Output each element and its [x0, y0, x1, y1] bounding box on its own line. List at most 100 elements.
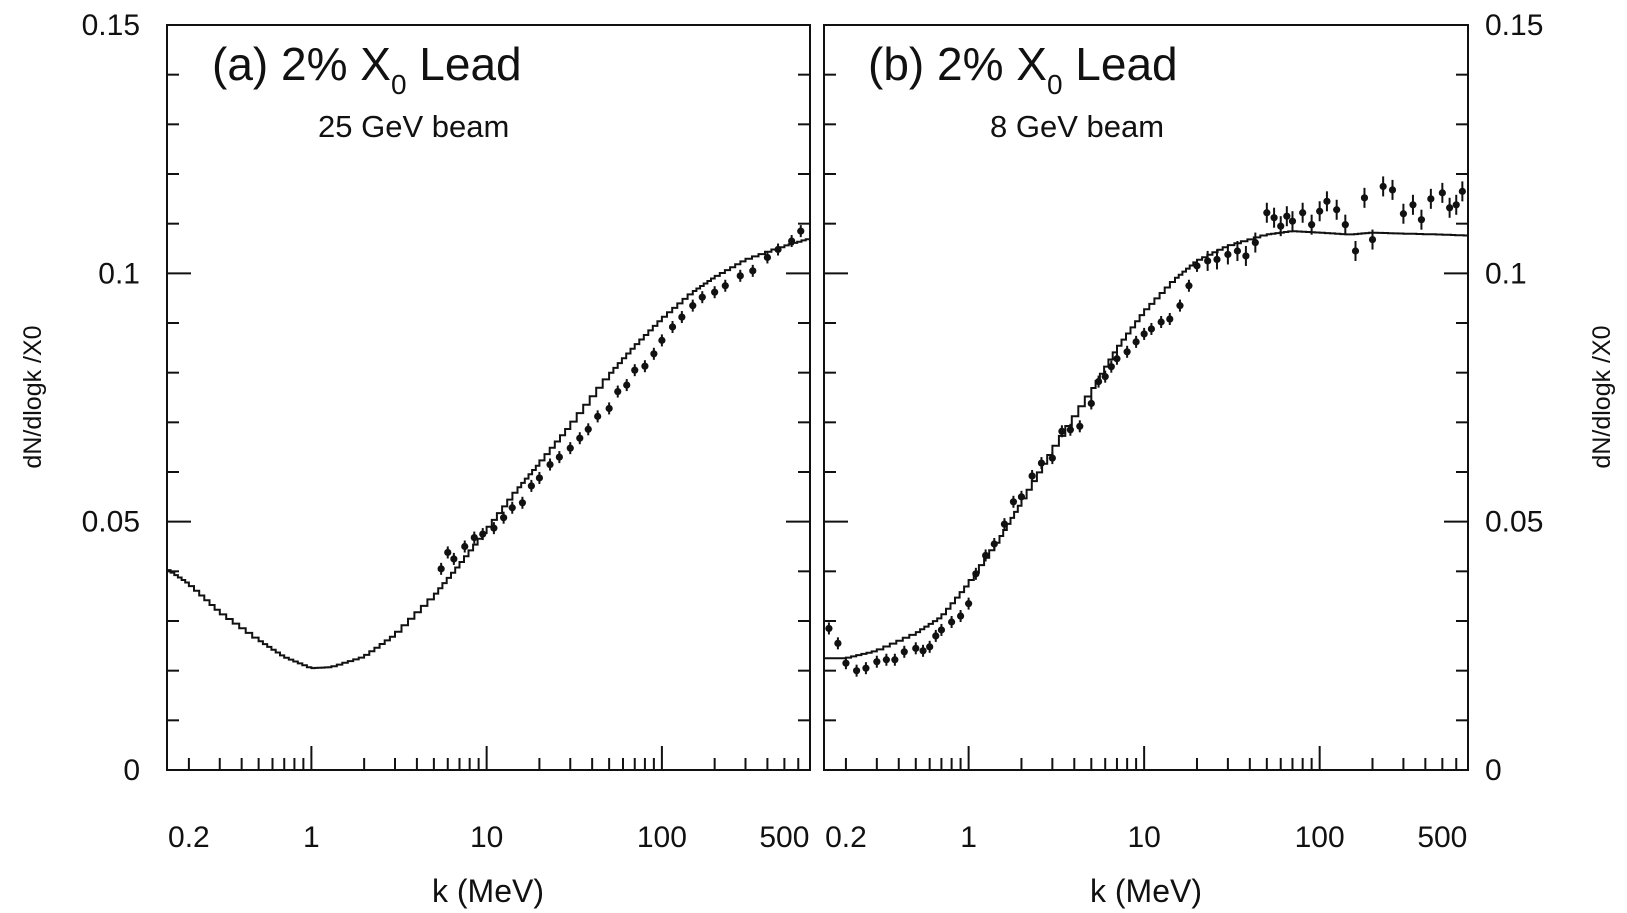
- data-marker: [623, 381, 631, 389]
- data-point: [689, 299, 697, 312]
- x-tick-label: 0.2: [825, 821, 867, 854]
- data-point: [1185, 279, 1193, 292]
- data-point: [882, 653, 890, 666]
- data-point: [1360, 187, 1369, 208]
- x-tick-label: 500: [759, 821, 809, 854]
- data-marker: [1446, 204, 1454, 212]
- panel-subtitle-a: 25 GeV beam: [318, 109, 509, 144]
- data-marker: [862, 664, 870, 672]
- x-tick-label: 500: [1417, 821, 1467, 854]
- data-point: [1076, 420, 1084, 433]
- data-point: [1009, 495, 1018, 508]
- data-marker: [1166, 315, 1174, 323]
- data-marker: [479, 530, 487, 538]
- data-marker: [678, 313, 686, 321]
- panel-title-b: (b) 2% X0 Lead: [868, 38, 1178, 100]
- data-marker: [658, 336, 666, 344]
- data-marker: [1076, 422, 1084, 430]
- data-marker: [873, 658, 881, 666]
- data-marker: [834, 639, 842, 647]
- data-point: [1058, 425, 1066, 438]
- x-tick-label: 100: [1295, 821, 1345, 854]
- data-marker: [1147, 325, 1156, 333]
- data-marker: [1058, 427, 1066, 435]
- data-point: [698, 291, 706, 304]
- data-marker: [689, 302, 697, 310]
- data-marker: [1157, 318, 1165, 326]
- data-point: [749, 264, 757, 277]
- data-marker: [1341, 221, 1349, 229]
- data-marker: [926, 643, 934, 651]
- data-marker: [711, 288, 719, 296]
- data-marker: [1388, 186, 1397, 194]
- data-marker: [736, 272, 744, 280]
- data-point: [1308, 214, 1316, 235]
- data-marker: [518, 499, 527, 507]
- plot-frame-b: [823, 24, 1469, 771]
- data-marker: [546, 460, 554, 469]
- y-tick-label: 0.15: [82, 9, 140, 42]
- data-point: [1101, 370, 1109, 383]
- data-marker: [1000, 520, 1009, 528]
- data-point: [1000, 518, 1009, 531]
- data-marker: [650, 350, 658, 358]
- data-marker: [1368, 235, 1377, 244]
- data-point: [1017, 490, 1026, 503]
- data-point: [1316, 201, 1324, 222]
- data-point: [972, 567, 980, 580]
- data-marker: [937, 626, 946, 634]
- data-point: [1251, 232, 1259, 253]
- y-tick-label: 0: [123, 754, 140, 787]
- x-tick-labels-a: 0.2 1 10 100 500: [168, 821, 809, 854]
- panel-title-a-sub: 0: [391, 69, 407, 100]
- data-marker: [1233, 247, 1242, 255]
- data-point: [1113, 352, 1121, 365]
- data-point: [444, 546, 452, 559]
- data-point: [1166, 313, 1174, 326]
- panel-title-a-tail: Lead: [407, 38, 522, 90]
- data-point: [1048, 452, 1056, 465]
- panel-title-a: (a) 2% X0 Lead: [212, 38, 522, 100]
- panel-title-b-tail: Lead: [1063, 38, 1178, 90]
- x-axis-label-b: k (MeV): [1090, 873, 1202, 909]
- panel-a: 00.050.10.15 0.2 1 10 100 500 (a) 2% X0 Lead…: [19, 9, 811, 909]
- data-marker: [1048, 454, 1056, 462]
- data-point: [500, 511, 508, 524]
- data-point: [788, 235, 796, 248]
- data-marker: [1409, 201, 1417, 209]
- data-marker: [1427, 195, 1435, 203]
- data-point: [1458, 181, 1466, 202]
- data-marker: [1224, 250, 1232, 259]
- data-point: [1399, 203, 1408, 224]
- data-point: [1204, 250, 1212, 271]
- data-marker: [825, 624, 833, 633]
- data-marker: [1277, 222, 1285, 230]
- data-point: [614, 385, 622, 398]
- data-marker: [1087, 399, 1095, 408]
- data-point: [566, 442, 574, 455]
- data-points-b: [825, 176, 1466, 677]
- data-marker: [668, 323, 677, 331]
- data-marker: [631, 366, 639, 374]
- data-marker: [1308, 221, 1316, 229]
- data-point: [932, 629, 940, 642]
- data-point: [1277, 216, 1285, 237]
- data-point: [982, 549, 990, 562]
- data-marker: [1140, 330, 1148, 338]
- y-axis-label-b: dN/dlogk /X0: [1588, 325, 1616, 468]
- data-marker: [1316, 207, 1324, 215]
- x-tick-label: 1: [303, 821, 320, 854]
- panel-b: 00.050.10.15 0.2 1 10 100 500 (b) 2% X0 Lead…: [823, 9, 1616, 909]
- data-point: [1087, 397, 1095, 410]
- data-point: [1157, 316, 1165, 329]
- data-point: [965, 597, 973, 610]
- data-point: [891, 653, 899, 666]
- data-point: [774, 243, 782, 256]
- data-point: [623, 379, 631, 392]
- x-tick-label: 1: [960, 821, 977, 854]
- data-point: [1028, 469, 1036, 482]
- y-tick-label: 0.05: [1485, 506, 1543, 539]
- data-marker: [932, 632, 940, 640]
- data-marker: [1123, 348, 1131, 356]
- data-point: [1140, 327, 1148, 340]
